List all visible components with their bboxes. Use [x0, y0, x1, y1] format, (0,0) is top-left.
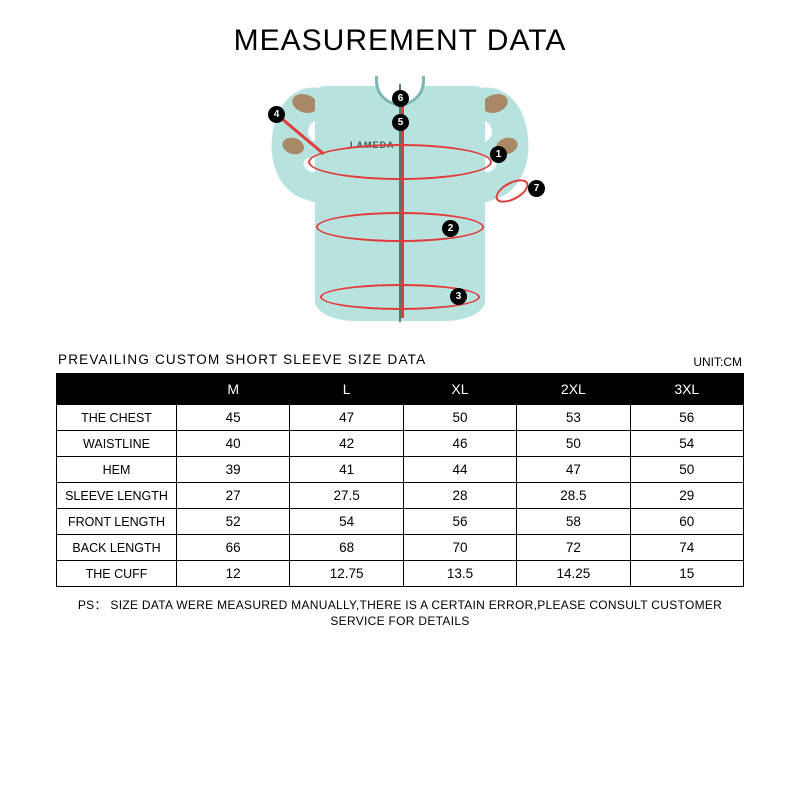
cell: 50: [403, 405, 516, 431]
row-label: THE CHEST: [57, 405, 177, 431]
cell: 60: [630, 509, 743, 535]
cell: 56: [630, 405, 743, 431]
cell: 29: [630, 483, 743, 509]
cell: 50: [630, 457, 743, 483]
cell: 15: [630, 561, 743, 587]
row-label: HEM: [57, 457, 177, 483]
badge-1: 1: [490, 146, 507, 163]
cell: 12: [177, 561, 290, 587]
cell: 39: [177, 457, 290, 483]
table-row: FRONT LENGTH 52 54 56 58 60: [57, 509, 744, 535]
cell: 66: [177, 535, 290, 561]
table-row: HEM 39 41 44 47 50: [57, 457, 744, 483]
cell: 52: [177, 509, 290, 535]
cell: 13.5: [403, 561, 516, 587]
cell: 42: [290, 431, 403, 457]
badge-7: 7: [528, 180, 545, 197]
row-label: FRONT LENGTH: [57, 509, 177, 535]
ps-note: PS： SIZE DATA WERE MEASURED MANUALLY,THE…: [56, 597, 744, 629]
cell: 50: [517, 431, 630, 457]
size-table: M L XL 2XL 3XL THE CHEST 45 47 50 53 56 …: [56, 373, 744, 587]
cell: 47: [290, 405, 403, 431]
header-blank: [57, 374, 177, 405]
table-row: BACK LENGTH 66 68 70 72 74: [57, 535, 744, 561]
cell: 54: [290, 509, 403, 535]
row-label: BACK LENGTH: [57, 535, 177, 561]
badge-6: 6: [392, 90, 409, 107]
cell: 56: [403, 509, 516, 535]
table-row: THE CHEST 45 47 50 53 56: [57, 405, 744, 431]
header-xl: XL: [403, 374, 516, 405]
cell: 53: [517, 405, 630, 431]
measure-chest-ring: [308, 144, 492, 180]
cell: 70: [403, 535, 516, 561]
cell: 46: [403, 431, 516, 457]
cell: 74: [630, 535, 743, 561]
header-3xl: 3XL: [630, 374, 743, 405]
cell: 28: [403, 483, 516, 509]
cell: 28.5: [517, 483, 630, 509]
cell: 12.75: [290, 561, 403, 587]
header-m: M: [177, 374, 290, 405]
jersey-illustration: LAMEDA 1 2 3 4 5 6 7: [56, 66, 744, 346]
badge-5: 5: [392, 114, 409, 131]
badge-3: 3: [450, 288, 467, 305]
badge-4: 4: [268, 106, 285, 123]
row-label: THE CUFF: [57, 561, 177, 587]
table-row: WAISTLINE 40 42 46 50 54: [57, 431, 744, 457]
cell: 72: [517, 535, 630, 561]
page: MEASUREMENT DATA LAMEDA: [0, 0, 800, 800]
cell: 47: [517, 457, 630, 483]
cell: 44: [403, 457, 516, 483]
cell: 27.5: [290, 483, 403, 509]
cell: 45: [177, 405, 290, 431]
row-label: WAISTLINE: [57, 431, 177, 457]
cell: 14.25: [517, 561, 630, 587]
header-2xl: 2XL: [517, 374, 630, 405]
table-row: SLEEVE LENGTH 27 27.5 28 28.5 29: [57, 483, 744, 509]
jersey-box: LAMEDA 1 2 3 4 5 6 7: [240, 66, 560, 346]
row-label: SLEEVE LENGTH: [57, 483, 177, 509]
cell: 54: [630, 431, 743, 457]
cell: 40: [177, 431, 290, 457]
badge-2: 2: [442, 220, 459, 237]
cell: 41: [290, 457, 403, 483]
page-title: MEASUREMENT DATA: [56, 24, 744, 58]
header-l: L: [290, 374, 403, 405]
table-row: THE CUFF 12 12.75 13.5 14.25 15: [57, 561, 744, 587]
size-table-header: M L XL 2XL 3XL: [57, 374, 744, 405]
cell: 58: [517, 509, 630, 535]
cell: 27: [177, 483, 290, 509]
cell: 68: [290, 535, 403, 561]
